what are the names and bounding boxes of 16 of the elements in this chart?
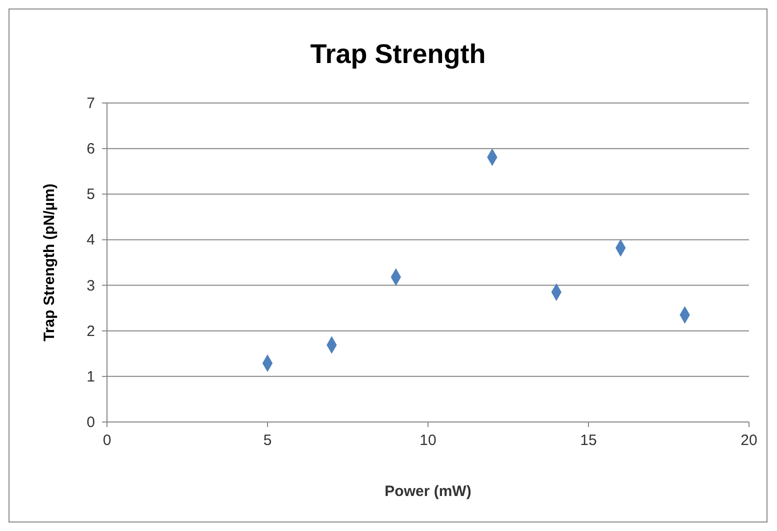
- x-tick-label: 20: [740, 432, 758, 449]
- y-axis-title: Trap Strength (pN/µm): [41, 184, 58, 342]
- y-tick-label: 2: [86, 322, 95, 340]
- x-tick-label: 5: [263, 432, 272, 449]
- y-tick-label: 0: [86, 414, 95, 431]
- y-tick-label: 7: [86, 95, 95, 112]
- y-tick-label: 5: [86, 186, 95, 204]
- x-tick-label: 0: [102, 432, 112, 449]
- x-axis-title: Power (mW): [384, 483, 472, 500]
- x-tick-label: 15: [580, 432, 597, 449]
- y-tick-label: 1: [86, 368, 95, 386]
- y-tick-label: 3: [86, 277, 95, 294]
- chart-title: Trap Strength: [310, 39, 486, 69]
- x-tick-label: 10: [420, 432, 436, 449]
- y-tick-label: 4: [86, 232, 95, 249]
- y-tick-label: 6: [86, 140, 95, 158]
